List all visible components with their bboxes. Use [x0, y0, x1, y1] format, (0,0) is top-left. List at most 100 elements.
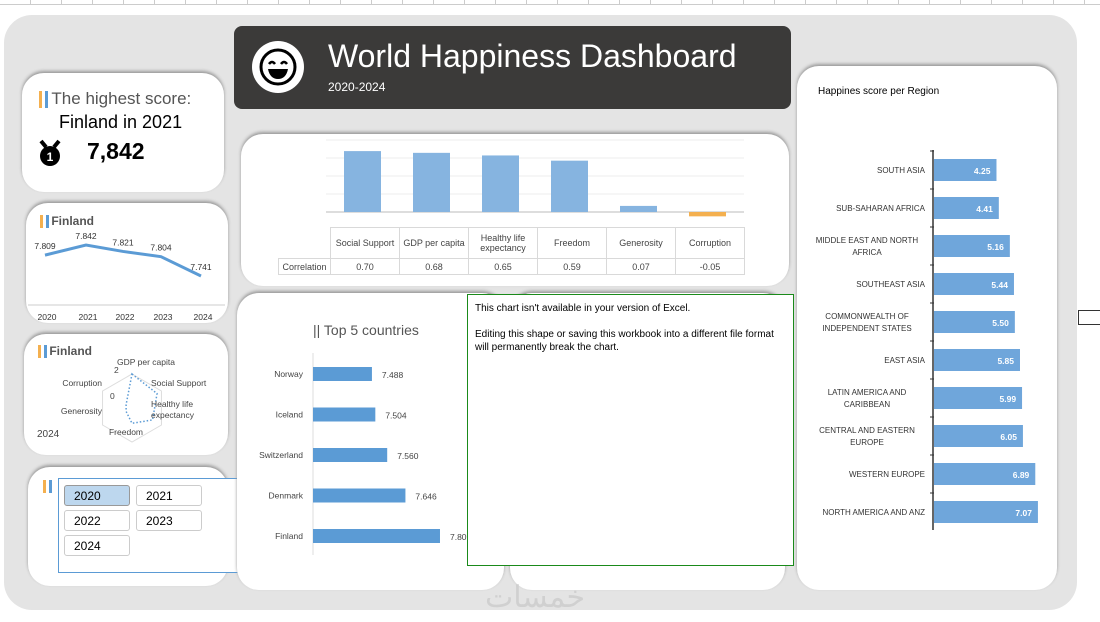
- region-bar: [934, 159, 997, 181]
- country-label: Norway: [274, 369, 304, 379]
- label-line: AFRICA: [852, 248, 882, 257]
- top5-card: || Top 5 countries Norway 7.488 Iceland 7.5…: [237, 293, 504, 590]
- data-label: 5.85: [997, 356, 1014, 366]
- label-line: LATIN AMERICA AND: [828, 388, 907, 397]
- radar-series: [125, 372, 158, 425]
- country-bar: [313, 367, 372, 381]
- data-label: 5.16: [987, 242, 1004, 252]
- correlation-bar: [551, 160, 588, 212]
- data-label: 7.504: [385, 411, 407, 421]
- x-tick-label: 2022: [116, 312, 135, 322]
- table-cell: 0.65: [468, 258, 538, 275]
- row-label: Correlation: [278, 258, 331, 275]
- top5-bar-chart: Norway 7.488 Iceland 7.504 Switzerland 7.560 D…: [259, 353, 472, 555]
- watermark: خمسات: [485, 581, 586, 614]
- slicer-year-2021[interactable]: 2021: [136, 485, 202, 506]
- correlation-bar: [689, 212, 726, 217]
- table-cell: 0.70: [330, 258, 400, 275]
- country-label: Iceland: [276, 410, 304, 420]
- correlation-table: Social Support GDP per capita Healthy life…: [278, 227, 745, 275]
- radar-grid: [102, 373, 162, 443]
- data-label: 7.07: [1015, 508, 1032, 518]
- highest-country-year: Finland in 2021: [59, 112, 183, 132]
- column-header: GDP per capita: [399, 227, 469, 259]
- x-tick-label: 2024: [194, 312, 213, 322]
- highest-score-value: 7,842: [87, 138, 145, 164]
- data-label: 7.560: [397, 451, 419, 461]
- region-label: SOUTH ASIA: [877, 166, 926, 175]
- slicer-year-2020[interactable]: 2020: [64, 485, 130, 506]
- table-cell: 0.59: [537, 258, 607, 275]
- unavailable-message: This chart isn't available in your versi…: [475, 303, 691, 314]
- medal-first-icon: 1: [38, 139, 62, 172]
- label-line: CARIBBEAN: [844, 400, 890, 409]
- label-line: expectancy: [151, 410, 195, 420]
- finland-radar-card: Finland GDP per capita Social Support Heal…: [24, 334, 228, 455]
- finland-trend-card: Finland 7.809 2020 7.842 2021 7.821 2022 7.804…: [26, 203, 228, 323]
- country-label: Switzerland: [259, 450, 303, 460]
- slicer-year-2022[interactable]: 2022: [64, 510, 130, 531]
- region-card: Happines score per Region 4.25 SOUTH ASIA…: [797, 66, 1057, 590]
- scroll-marker: [1078, 310, 1100, 325]
- finland-line-chart: 7.809 2020 7.842 2021 7.821 2022 7.804 2023 7.74…: [28, 231, 225, 322]
- country-bar: [313, 488, 406, 503]
- correlation-bar: [413, 152, 450, 212]
- year-slicer-card: 2020 2021 2022 2023 2024: [28, 467, 241, 586]
- correlation-bar: [620, 205, 657, 212]
- top5-title: || Top 5 countries: [313, 322, 419, 338]
- region-bar: [934, 425, 1023, 447]
- label-line: EUROPE: [850, 438, 884, 447]
- column-header: Freedom: [537, 227, 607, 259]
- radar-card-title: Finland: [49, 344, 93, 358]
- data-label: 7.804: [150, 243, 172, 253]
- region-label: COMMONWEALTH OF INDEPENDENT STATES: [822, 312, 911, 333]
- radar-axis-label: Generosity: [61, 406, 103, 416]
- column-header: Generosity: [606, 227, 676, 259]
- correlation-card: Social Support GDP per capita Healthy life…: [241, 134, 789, 286]
- region-bar: [934, 349, 1020, 371]
- region-label: SUB-SAHARAN AFRICA: [836, 204, 926, 213]
- region-bar: [934, 311, 1015, 333]
- label-line: CENTRAL AND EASTERN: [819, 426, 915, 435]
- x-tick-label: 2023: [154, 312, 173, 322]
- country-label: Finland: [275, 531, 303, 541]
- region-label: NORTH AMERICA AND ANZ: [822, 508, 925, 517]
- table-cell: -0.05: [675, 258, 745, 275]
- radar-tick: 0: [110, 391, 115, 401]
- data-label: 4.41: [976, 204, 993, 214]
- region-label: CENTRAL AND EASTERN EUROPE: [819, 426, 915, 447]
- region-bar: [934, 235, 1010, 257]
- dashboard-title: World Happiness Dashboard: [328, 38, 737, 74]
- data-label: 4.25: [974, 166, 991, 176]
- region-label: SOUTHEAST ASIA: [856, 280, 925, 289]
- label-line: Healthy life: [151, 399, 193, 409]
- correlation-bar-chart: [326, 139, 744, 217]
- region-label: EAST ASIA: [884, 356, 925, 365]
- radar-year: 2024: [37, 429, 60, 440]
- region-bar: [934, 197, 999, 219]
- column-header: Social Support: [330, 227, 400, 259]
- data-label: 5.50: [992, 318, 1009, 328]
- slicer-year-2023[interactable]: 2023: [136, 510, 202, 531]
- region-title: Happines score per Region: [818, 86, 940, 97]
- radar-axis-label: GDP per capita: [117, 357, 175, 367]
- highest-score-card: The highest score: Finland in 2021 1 7,8…: [22, 73, 224, 192]
- data-label: 7.741: [190, 262, 212, 272]
- region-label: WESTERN EUROPE: [849, 470, 925, 479]
- data-label: 6.05: [1000, 432, 1017, 442]
- spreadsheet-grid: [0, 0, 1100, 5]
- highest-score-label: The highest score:: [51, 89, 192, 108]
- radar-axis-label: Freedom: [109, 427, 143, 437]
- x-tick-label: 2020: [38, 312, 57, 322]
- label-line: INDEPENDENT STATES: [822, 324, 911, 333]
- column-header: Healthy life expectancy: [468, 227, 538, 259]
- region-bar: [934, 387, 1023, 409]
- header-banner: World Happiness Dashboard 2020-2024: [234, 26, 791, 109]
- data-label: 7.809: [450, 532, 472, 542]
- chart-unavailable-placeholder[interactable]: This chart isn't available in your versi…: [467, 294, 794, 566]
- dashboard-subtitle: 2020-2024: [328, 80, 386, 94]
- region-bar-chart: 4.25 SOUTH ASIA 4.41 SUB-SAHARAN AFRICA 5.16…: [816, 150, 1038, 530]
- slicer-year-2024[interactable]: 2024: [64, 535, 130, 556]
- radar-axis-label: Corruption: [62, 378, 102, 388]
- correlation-bar: [482, 155, 519, 212]
